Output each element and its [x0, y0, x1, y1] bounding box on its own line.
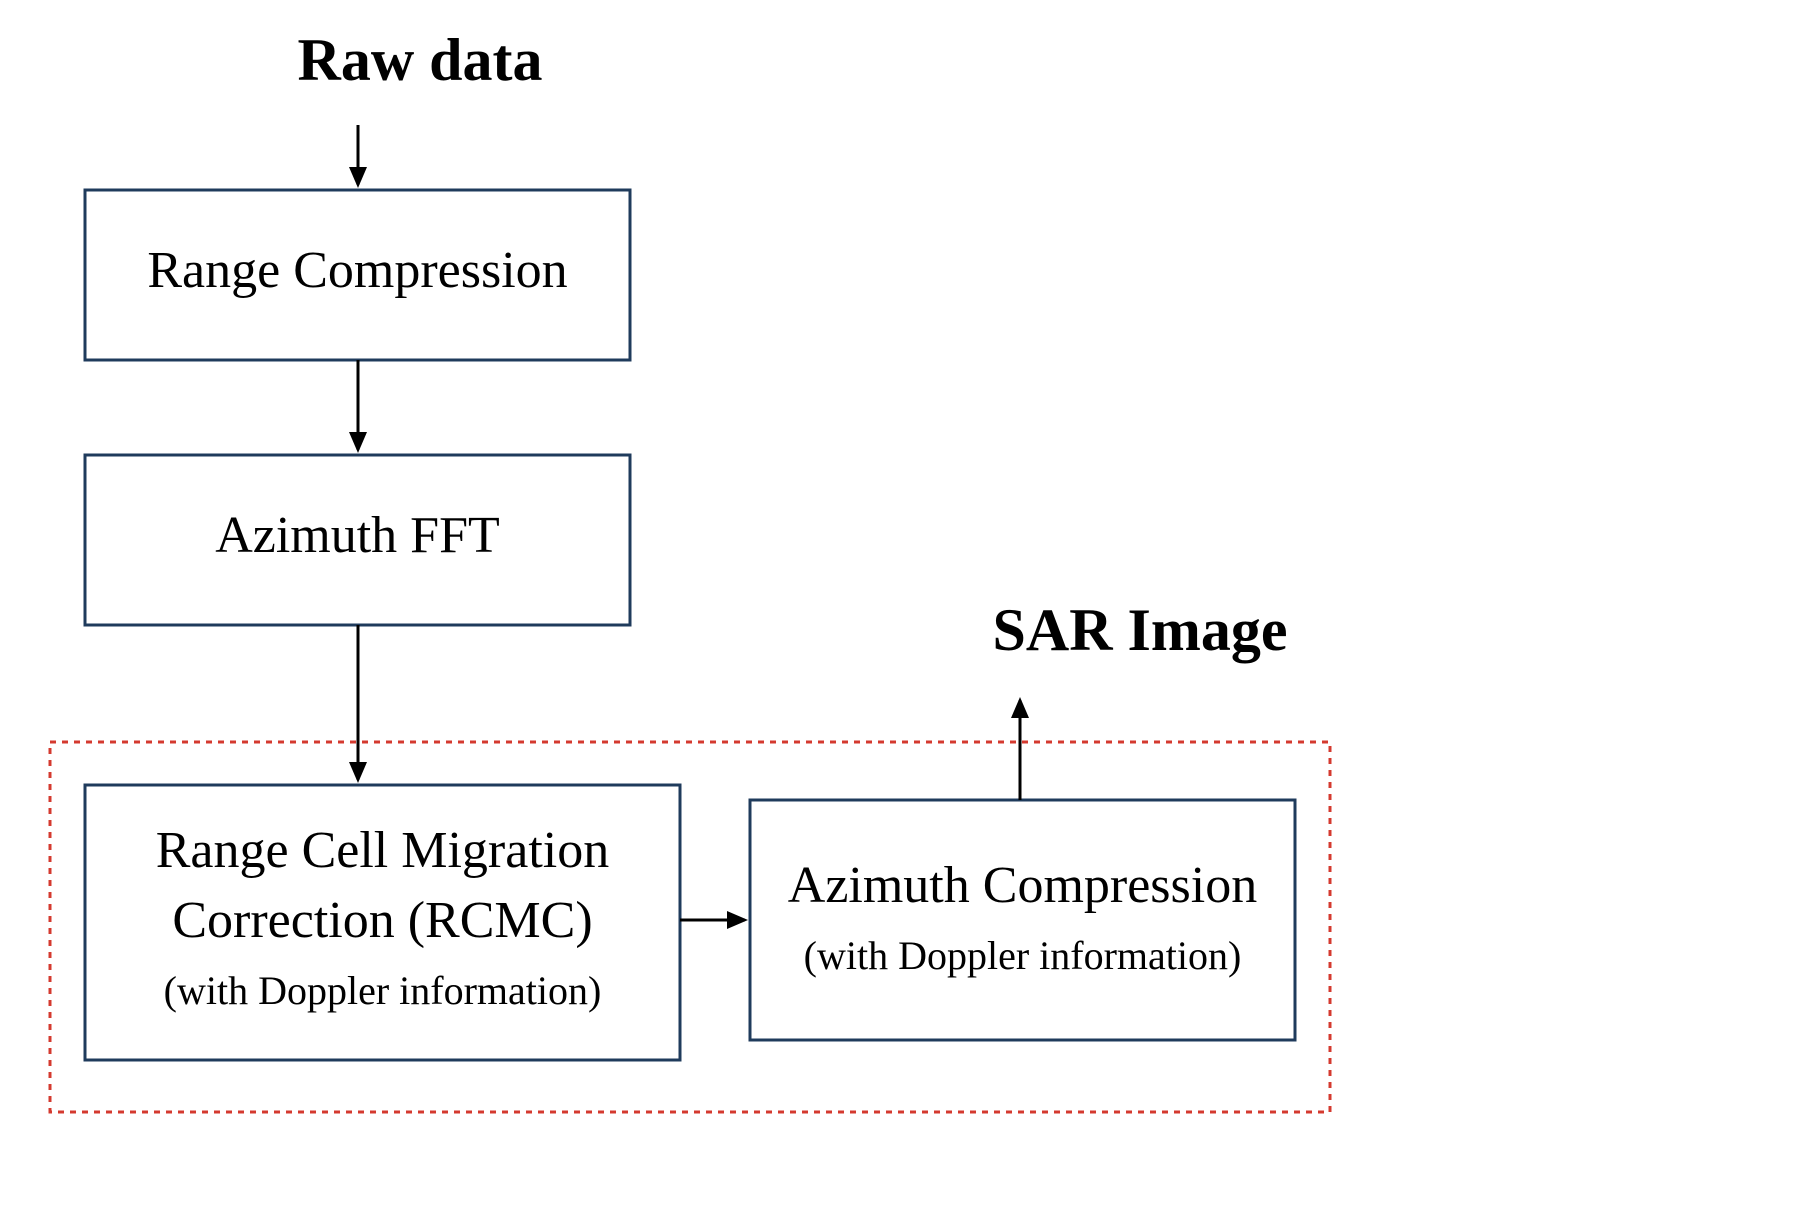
box-range-compression-label: Range Compression: [147, 242, 567, 299]
box-range-compression: Range Compression: [85, 190, 630, 360]
box-azimuth-fft-label: Azimuth FFT: [215, 507, 500, 564]
box-azimuth-fft: Azimuth FFT: [85, 455, 630, 625]
flowchart-diagram: Range Compression Azimuth FFT Range Cell…: [0, 0, 1794, 1216]
box-rcmc-label-line2: Correction (RCMC): [172, 892, 592, 949]
box-rcmc: Range Cell Migration Correction (RCMC) (…: [85, 785, 680, 1060]
input-label: Raw data: [297, 27, 542, 93]
box-azimuth-compression-label-line2: (with Doppler information): [804, 933, 1242, 978]
box-rcmc-label-line1: Range Cell Migration: [156, 822, 609, 879]
box-rcmc-label-line3: (with Doppler information): [164, 968, 602, 1013]
box-azimuth-compression: Azimuth Compression (with Doppler inform…: [750, 800, 1295, 1040]
box-azimuth-compression-label-line1: Azimuth Compression: [788, 857, 1257, 914]
output-label: SAR Image: [993, 597, 1288, 663]
